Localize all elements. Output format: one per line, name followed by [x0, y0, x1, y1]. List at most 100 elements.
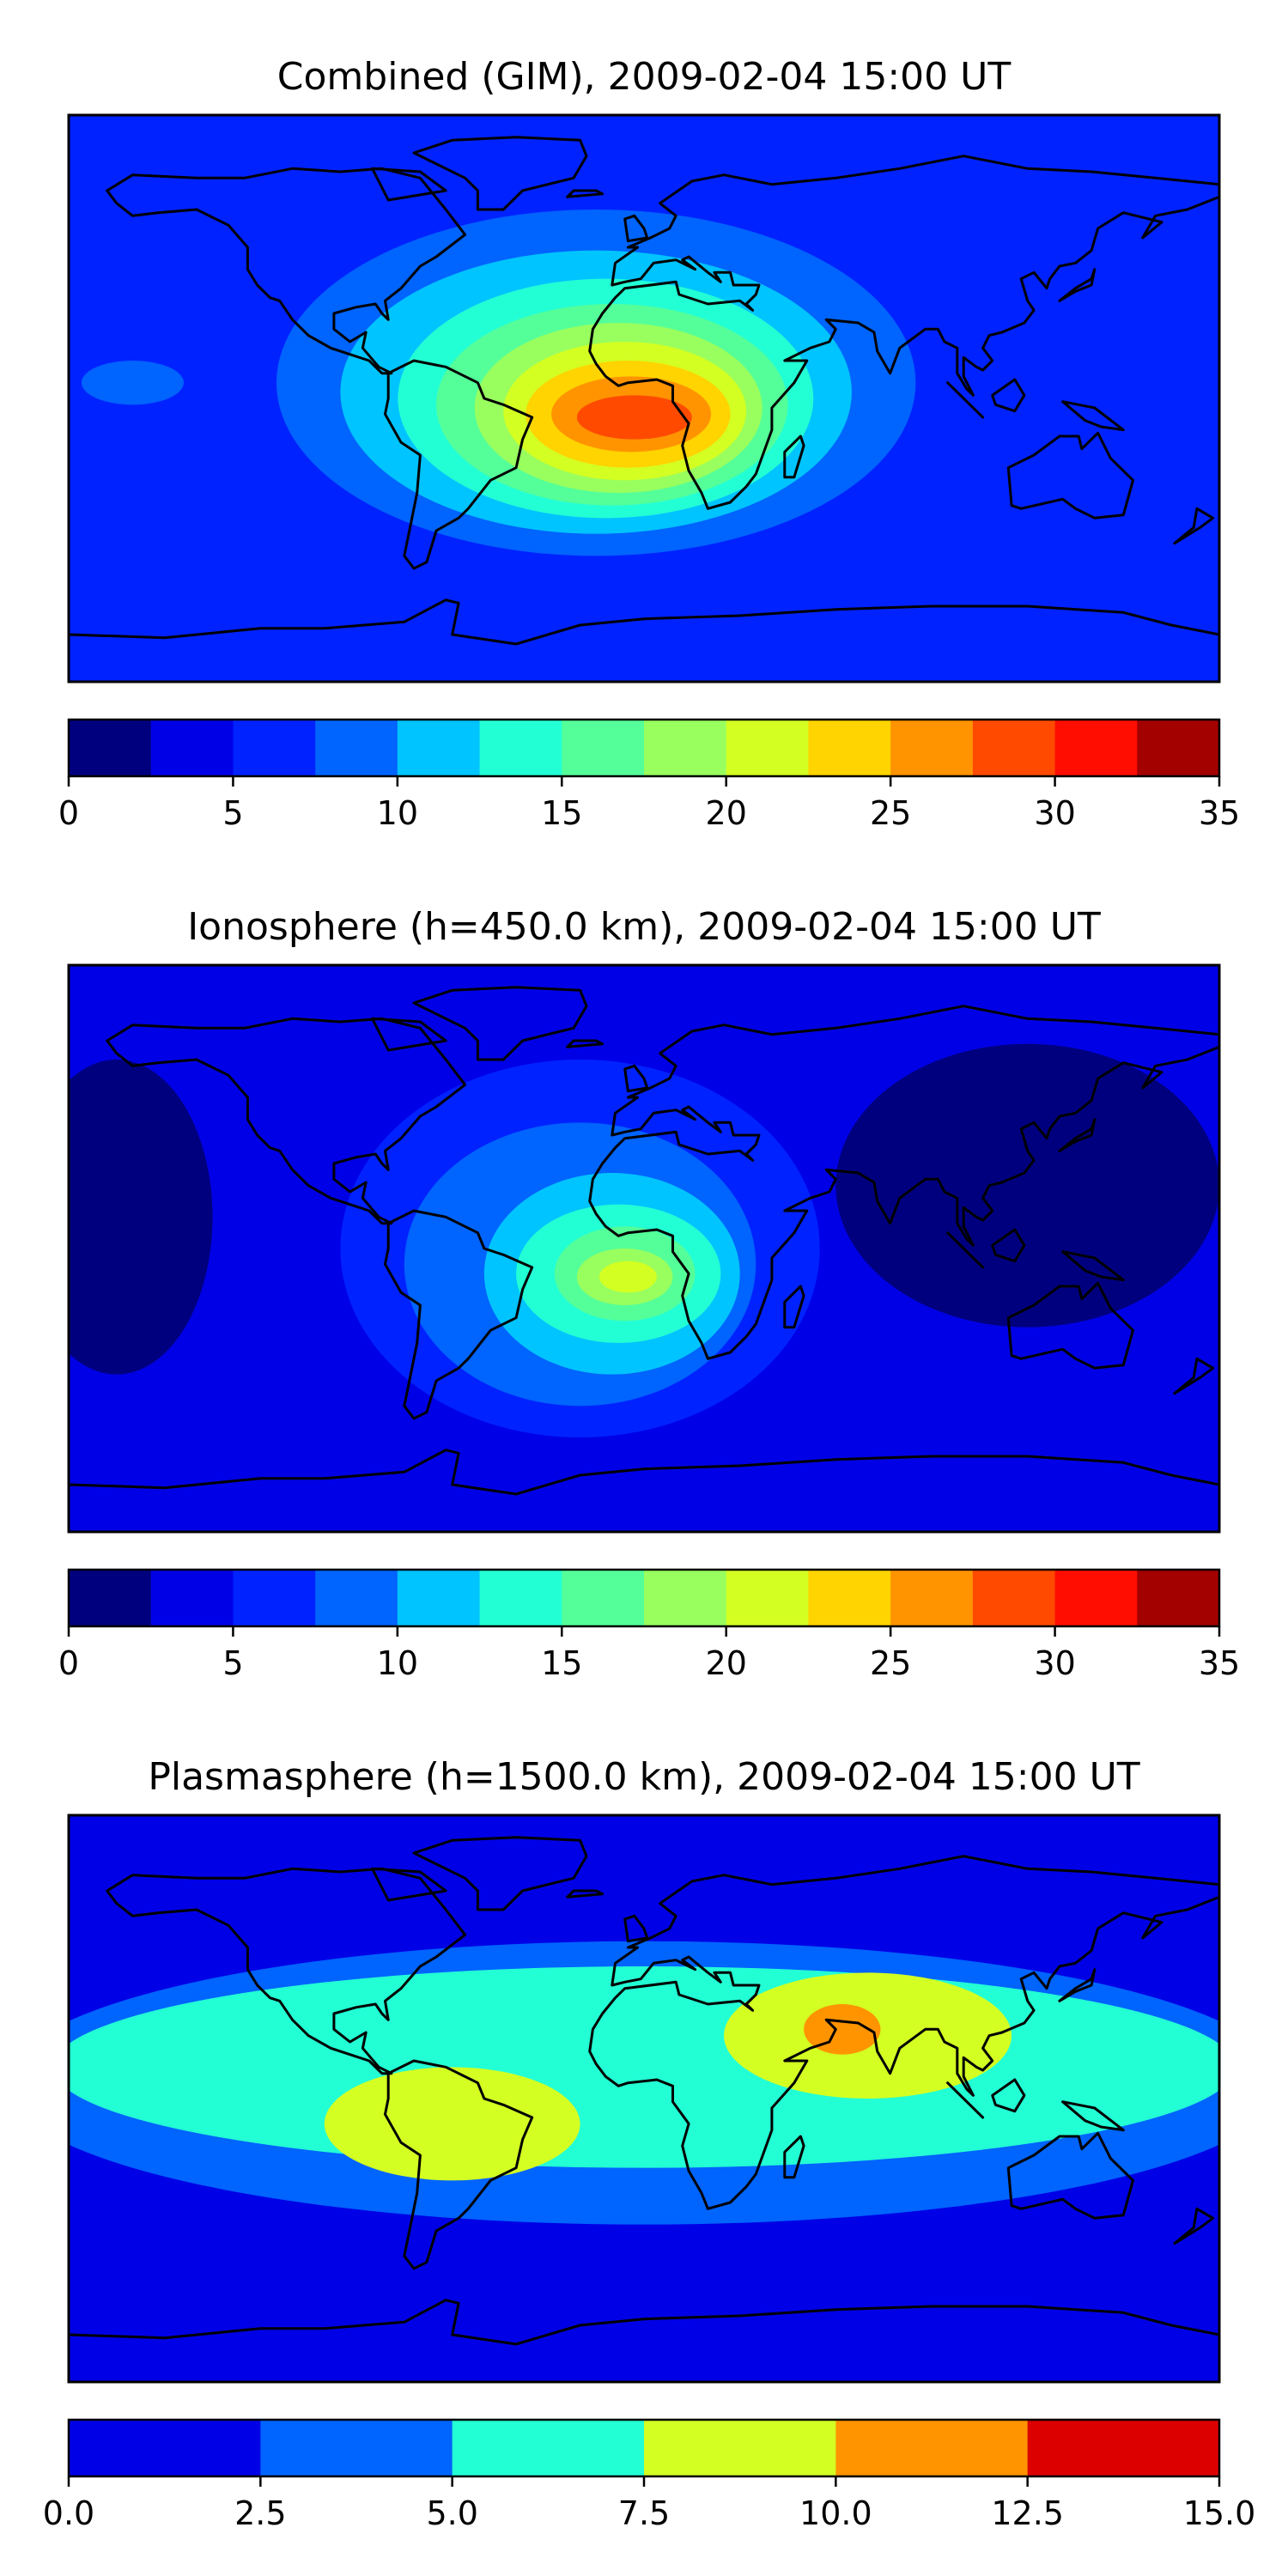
tec-map-ionosphere	[69, 965, 1219, 1532]
colorbar-swatch	[452, 2420, 645, 2476]
colorbar-swatch	[233, 1570, 316, 1626]
coastline-north-america	[106, 1017, 467, 1225]
tec-contour-region	[69, 1060, 213, 1375]
coastline-indonesia	[946, 2081, 985, 2119]
panel-combined: Combined (GIM), 2009-02-04 15:00 UT 0 5 10…	[58, 55, 1240, 832]
colorbar-tick-label: 0.0	[43, 2494, 94, 2532]
colorbar-swatch	[315, 720, 398, 776]
coastline-plasmasphere	[69, 1836, 1219, 2382]
colorbar-tick-label: 15	[541, 794, 582, 832]
coastline-madagascar	[783, 1285, 805, 1329]
colorbar-tick-label: 7.5	[618, 2494, 670, 2532]
panel-plasmasphere: Plasmasphere (h=1500.0 km), 2009-02-04 1…	[43, 1755, 1256, 2532]
coastline-borneo	[991, 378, 1026, 413]
coastline-borneo	[991, 1228, 1026, 1263]
tec-contour-region	[804, 2004, 881, 2055]
coastline-uk	[623, 1064, 649, 1093]
colorbar-swatch	[69, 2420, 261, 2476]
map-frame-plasmasphere	[67, 1814, 1221, 2384]
coastline-antarctica	[69, 598, 1219, 682]
coastline-iceland	[566, 1889, 605, 1899]
map-frame-ionosphere	[67, 963, 1221, 1534]
coastline-iceland	[566, 189, 605, 198]
coastline-uk	[623, 1914, 649, 1943]
coastline-north-america	[106, 1867, 467, 2075]
coastline-australia	[1006, 1281, 1134, 1370]
coastline-greenland	[412, 136, 588, 211]
colorbar-tick-label: 30	[1034, 794, 1075, 832]
colorbar-combined: 0 5 10 15 20 25 30 35	[58, 718, 1240, 832]
map-frame-combined	[67, 113, 1221, 683]
coastline-baffin	[371, 1867, 447, 1902]
colorbar-tick-label: 5.0	[426, 2494, 477, 2532]
colorbar-swatch	[808, 1570, 891, 1626]
coastline-new-zealand	[1173, 507, 1215, 545]
coastline-new-guinea	[1061, 400, 1125, 432]
colorbar-swatch	[726, 720, 809, 776]
colorbar-swatch	[1137, 720, 1220, 776]
tec-map-combined	[69, 115, 1219, 682]
colorbar-tick-label: 15.0	[1183, 2494, 1256, 2532]
coastline-madagascar	[783, 2135, 805, 2179]
colorbar-tick-label: 0	[58, 794, 79, 832]
colorbar-tick-label: 10	[377, 794, 418, 832]
colorbar-tick-label: 10	[377, 1644, 418, 1682]
colorbar-swatch	[69, 720, 152, 776]
coastline-japan	[1058, 1118, 1097, 1152]
colorbar-tick-label: 2.5	[234, 2494, 286, 2532]
coastline-new-zealand	[1173, 2207, 1215, 2245]
colorbar-swatch	[972, 720, 1056, 776]
colorbar-swatch	[397, 1570, 481, 1626]
colorbar-swatch	[562, 720, 645, 776]
coastline-eurasia-africa	[588, 1005, 1219, 1360]
colorbar-tick-label: 15	[541, 1644, 582, 1682]
colorbar-swatch	[562, 1570, 645, 1626]
coastline-south-america	[384, 1209, 534, 1420]
colorbar-swatch	[1137, 1570, 1220, 1626]
colorbar-swatch	[479, 1570, 562, 1626]
colorbar-swatch	[397, 720, 481, 776]
coastline-borneo	[991, 2078, 1026, 2113]
map-title-ionosphere: Ionosphere (h=450.0 km), 2009-02-04 15:0…	[187, 905, 1101, 949]
colorbar-tick-label: 5	[222, 794, 243, 832]
colorbar-swatch	[644, 2420, 836, 2476]
coastline-new-zealand	[1173, 1357, 1215, 1395]
coastline-indonesia	[946, 381, 985, 419]
colorbar-swatch	[726, 1570, 809, 1626]
coastline-antarctica	[69, 2299, 1219, 2382]
colorbar-tick-label: 12.5	[991, 2494, 1064, 2532]
colorbar-swatch	[233, 720, 316, 776]
coastline-madagascar	[783, 434, 805, 479]
coastline-indonesia	[946, 1231, 985, 1269]
colorbar-swatch	[150, 1570, 234, 1626]
coastline-japan	[1058, 268, 1097, 302]
colorbar-swatch	[1054, 720, 1138, 776]
coastline-baffin	[371, 167, 447, 202]
colorbar-tick-label: 25	[870, 1644, 911, 1682]
colorbar-tick-label: 25	[870, 794, 911, 832]
coastline-uk	[623, 214, 649, 243]
coastline-japan	[1058, 1968, 1097, 2002]
colorbar-swatch	[644, 1570, 727, 1626]
colorbar-swatch	[1054, 1570, 1138, 1626]
colorbar-tick-label: 10.0	[799, 2494, 872, 2532]
coastline-new-guinea	[1061, 2100, 1125, 2132]
panel-ionosphere: Ionosphere (h=450.0 km), 2009-02-04 15:0…	[58, 905, 1240, 1682]
tec-contour-region	[835, 1043, 1219, 1327]
coastline-eurasia-africa	[588, 155, 1219, 510]
tec-contour-region	[324, 2067, 580, 2181]
coastline-ionosphere	[69, 986, 1219, 1532]
tec-map-plasmasphere	[69, 1815, 1219, 2382]
colorbar-swatch	[479, 720, 562, 776]
coastline-north-america	[106, 167, 467, 375]
coastline-baffin	[371, 1017, 447, 1052]
colorbar-frame	[67, 1568, 1221, 1628]
colorbar-swatch	[890, 720, 974, 776]
colorbar-swatch	[835, 2420, 1029, 2476]
colorbar-swatch	[1027, 2420, 1220, 2476]
colorbar-swatch	[644, 720, 727, 776]
colorbar-tick-label: 20	[706, 794, 747, 832]
colorbar-tick-label: 20	[706, 1644, 747, 1682]
coastline-australia	[1006, 2131, 1134, 2220]
